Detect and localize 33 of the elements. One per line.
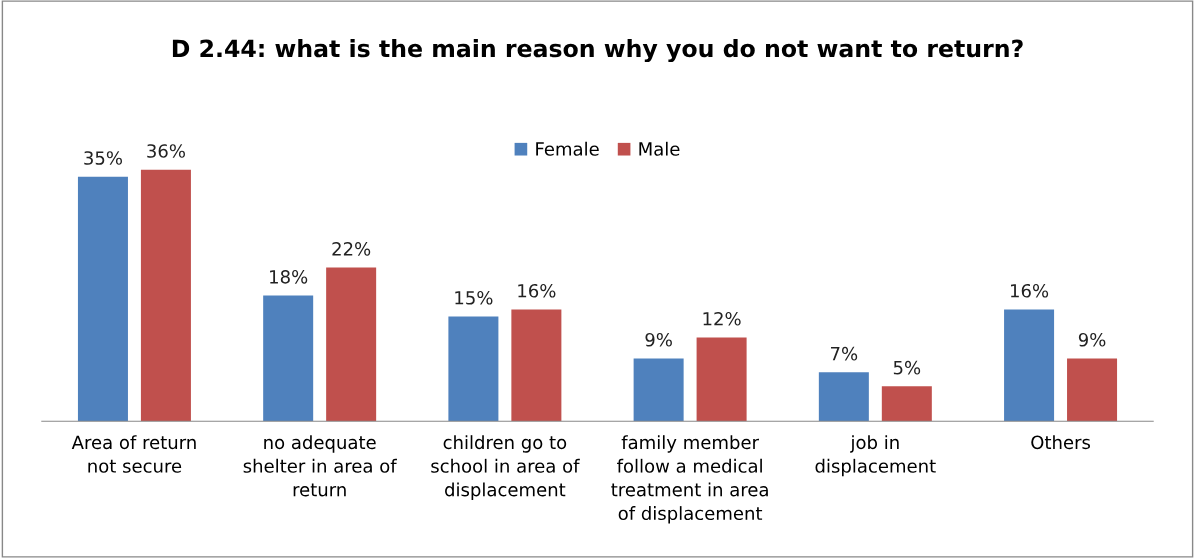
data-label: 7% [831, 346, 858, 361]
x-tick-label: job in displacement [815, 435, 936, 477]
data-label: 18% [270, 269, 308, 284]
data-label: 16% [1010, 283, 1049, 298]
bar [326, 267, 377, 422]
bar [818, 372, 869, 422]
data-label: 16% [518, 283, 556, 298]
data-label: 5% [893, 360, 921, 375]
data-label: 36% [147, 144, 185, 158]
x-tick-label: Area of return not secure [71, 435, 196, 473]
bar [263, 295, 314, 422]
bar [881, 386, 932, 422]
bar [1067, 358, 1118, 422]
legend-label: Male [639, 141, 680, 156]
x-tick-label: family member follow a medical treatment in area of displacement [611, 435, 768, 524]
legend-label: Female [536, 141, 599, 156]
data-label: 12% [703, 311, 741, 326]
bar [633, 358, 684, 422]
bar [511, 309, 562, 422]
bar [1004, 309, 1055, 422]
bar [448, 316, 499, 422]
bar [77, 176, 128, 422]
data-label: 35% [84, 151, 123, 165]
x-tick-label: children go to school in area of displacement [431, 435, 580, 500]
data-label: 9% [645, 332, 672, 347]
data-label: 15% [455, 290, 493, 305]
x-tick-label: no adequate shelter in area of return [243, 435, 397, 497]
data-label: 9% [1078, 332, 1106, 347]
bar [140, 169, 191, 422]
x-tick-label: Others [1031, 435, 1091, 450]
bar [696, 337, 747, 422]
chart-title: D 2.44: what is the main reason why you do not want to return? [172, 39, 1023, 63]
data-label: 22% [332, 242, 371, 256]
